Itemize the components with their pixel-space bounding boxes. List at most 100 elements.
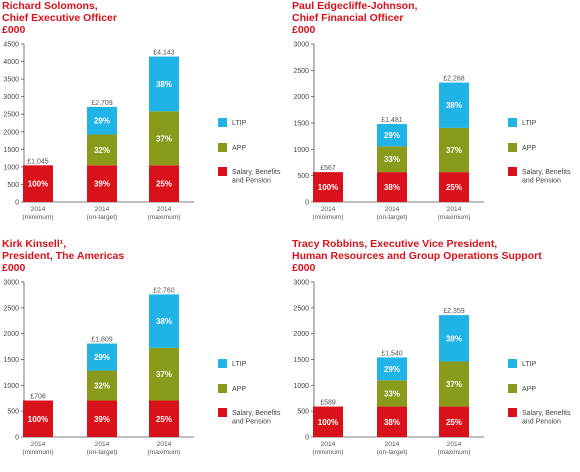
chart-title-line: £000 (292, 262, 316, 274)
y-tick-label: 3000 (293, 42, 309, 49)
bar-total-label: £2,268 (443, 76, 465, 83)
legend-swatch (218, 359, 227, 368)
legend-label: APP (522, 386, 536, 393)
y-tick-label: 2000 (293, 331, 309, 338)
chart-title-line: Chief Financial Officer (292, 12, 404, 24)
x-tick-label: 2014 (31, 441, 46, 448)
legend-swatch (218, 408, 227, 417)
y-tick-label: 4500 (3, 42, 19, 49)
y-tick-label: 4000 (3, 59, 19, 66)
y-tick-label: 0 (305, 200, 309, 207)
y-tick-label: 2000 (293, 94, 309, 101)
segment-label: 29% (384, 365, 400, 374)
bar-segment (377, 146, 407, 173)
segment-label: 37% (446, 380, 462, 389)
x-tick-label: 2014 (385, 441, 400, 448)
legend-swatch (218, 384, 227, 393)
chart-svg: 050010001500200025003000100%£7062014(min… (3, 280, 281, 457)
segment-label: 33% (384, 389, 400, 398)
y-tick-label: 2500 (3, 305, 19, 312)
segment-label: 25% (156, 180, 172, 189)
segment-label: 100% (318, 183, 338, 192)
bar-total-label: £1,481 (381, 117, 403, 124)
legend-label: LTIP (232, 120, 247, 127)
bar-segment (149, 165, 179, 202)
y-tick-label: 2500 (3, 112, 19, 119)
chart-title-line: £000 (292, 24, 316, 36)
chart-svg: 050010001500200025003000100%£5672014(min… (293, 42, 571, 222)
segment-label: 38% (446, 334, 462, 343)
bar-segment (87, 370, 117, 401)
x-tick-label: (on-target) (377, 449, 408, 456)
x-tick-label: (on-target) (87, 449, 118, 456)
y-tick-label: 1500 (293, 121, 309, 128)
chart-title-line: Kirk Kinsell¹, (2, 238, 67, 250)
chart-title-line: President, The Americas (2, 250, 125, 262)
segment-label: 29% (384, 131, 400, 140)
legend-label: APP (232, 386, 246, 393)
segment-label: 25% (446, 418, 462, 427)
legend-label: LTIP (522, 120, 537, 127)
bar-segment (149, 111, 179, 166)
segment-label: 100% (318, 418, 338, 427)
bar-segment (377, 172, 407, 202)
segment-label: 39% (94, 415, 110, 424)
bar-total-label: £589 (320, 400, 336, 407)
bar-segment (149, 347, 179, 401)
x-tick-label: 2014 (447, 441, 462, 448)
y-tick-label: 0 (15, 200, 19, 207)
y-tick-label: 500 (297, 409, 309, 416)
bar-segment (377, 380, 407, 407)
segment-label: 37% (156, 134, 172, 143)
bar-segment (87, 165, 117, 202)
bar-segment (439, 127, 469, 173)
segment-label: 38% (446, 101, 462, 110)
x-tick-label: 2014 (157, 441, 172, 448)
x-tick-label: 2014 (385, 206, 400, 213)
x-tick-label: (minimum) (22, 449, 53, 456)
x-tick-label: 2014 (157, 206, 172, 213)
chart-title-line: Chief Executive Officer (2, 12, 117, 24)
y-tick-label: 1000 (293, 383, 309, 390)
bar-segment (149, 400, 179, 437)
bar-segment (377, 406, 407, 437)
bar-segment (313, 172, 343, 202)
x-tick-label: (minimum) (312, 214, 343, 221)
segment-label: 32% (94, 382, 110, 391)
y-tick-label: 1500 (3, 357, 19, 364)
bar-total-label: £1,809 (91, 337, 113, 344)
x-tick-label: (maximum) (148, 449, 181, 456)
legend-label: Salary, Benefits (522, 410, 571, 417)
legend-label: Salary, Benefits (232, 169, 281, 176)
bar-segment (439, 406, 469, 437)
chart-panel-robbins: Tracy Robbins, Executive Vice President,… (290, 238, 580, 472)
y-tick-label: 1000 (3, 383, 19, 390)
y-tick-label: 3000 (3, 94, 19, 101)
chart-svg: 050010001500200025003000100%£5892014(min… (293, 280, 571, 457)
legend-label: Salary, Benefits (522, 169, 571, 176)
bar-total-label: £567 (320, 165, 336, 172)
bar-total-label: £1,045 (27, 158, 49, 165)
bar-segment (87, 343, 117, 371)
legend-label: LTIP (522, 361, 537, 368)
legend-label: APP (522, 145, 536, 152)
chart-title-line: £000 (2, 262, 26, 274)
y-tick-label: 2000 (3, 331, 19, 338)
bar-segment (377, 124, 407, 147)
chart-title: Tracy Robbins, Executive Vice President,… (292, 238, 542, 274)
segment-label: 38% (384, 418, 400, 427)
x-tick-label: (on-target) (377, 214, 408, 221)
y-tick-label: 1500 (3, 147, 19, 154)
legend-label: Salary, Benefits (232, 410, 281, 417)
legend-swatch (218, 118, 227, 127)
x-tick-label: 2014 (31, 206, 46, 213)
legend-label: APP (232, 145, 246, 152)
chart-title-line: Richard Solomons, (2, 0, 98, 12)
chart-title-line: Paul Edgecliffe-Johnson, (292, 0, 418, 12)
segment-label: 25% (446, 183, 462, 192)
chart-panel-edgecliffe-johnson: Paul Edgecliffe-Johnson, Chief Financial… (290, 0, 580, 234)
bar-total-label: £2,709 (91, 100, 113, 107)
y-tick-label: 500 (7, 409, 19, 416)
bar-total-label: £4,143 (153, 50, 175, 57)
x-tick-label: 2014 (321, 441, 336, 448)
